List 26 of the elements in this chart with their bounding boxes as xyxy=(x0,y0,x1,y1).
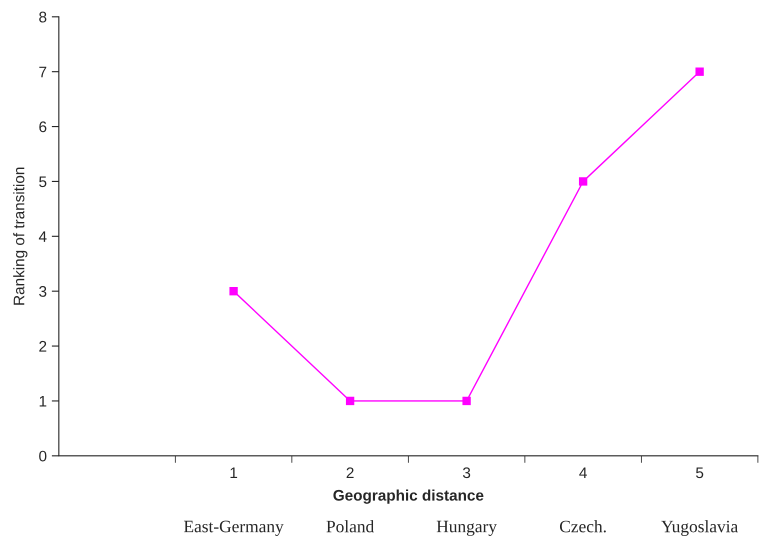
x-axis-title: Geographic distance xyxy=(333,490,484,504)
y-tick-label: 6 xyxy=(39,121,46,132)
y-tick-label: 8 xyxy=(39,12,46,22)
y-tick-label: 1 xyxy=(40,396,46,406)
x-tick-label: 1 xyxy=(230,467,238,478)
x-tick-label: 4 xyxy=(579,467,587,478)
text: Yugoslavia xyxy=(661,520,738,536)
text: East-Germany xyxy=(184,520,284,536)
x-tick-label: 2 xyxy=(346,467,354,478)
y-axis-title: Ranking of transition xyxy=(13,168,28,305)
text: Poland xyxy=(326,520,374,532)
point xyxy=(346,396,354,406)
y-tick-label: 3 xyxy=(39,286,46,297)
point xyxy=(462,396,471,406)
y-tick-label: 0 xyxy=(39,450,46,462)
y-tick-label: 4 xyxy=(38,231,47,242)
x-tick-label: 3 xyxy=(462,467,470,478)
x-tick-label: 5 xyxy=(696,467,704,478)
text: Hungary xyxy=(436,520,497,536)
text: Czech. xyxy=(560,520,606,532)
point xyxy=(578,177,588,186)
point xyxy=(229,287,238,296)
y-tick-label: 5 xyxy=(39,176,46,188)
point xyxy=(695,68,704,76)
y-tick-label: 7 xyxy=(39,66,46,78)
y-tick-label: 2 xyxy=(39,340,46,352)
